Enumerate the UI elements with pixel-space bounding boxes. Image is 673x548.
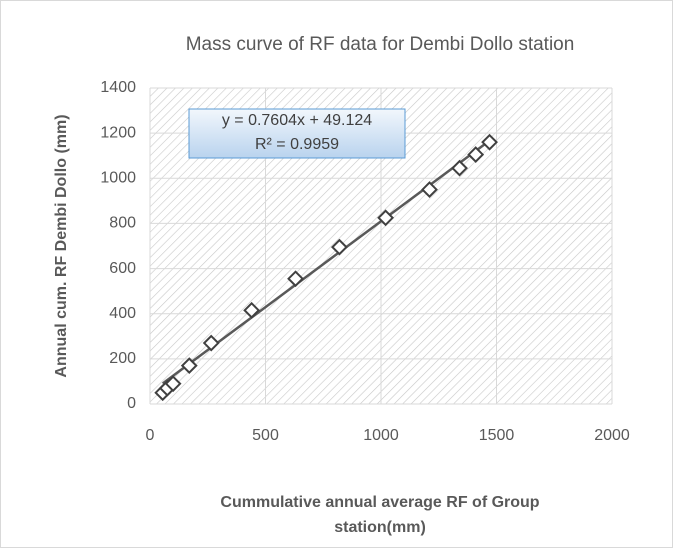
data-point — [467, 146, 485, 164]
y-tick-label: 1400 — [100, 79, 136, 96]
y-tick-label: 800 — [109, 215, 136, 232]
data-point — [287, 270, 304, 288]
data-point — [421, 181, 438, 198]
y-tick-label: 1200 — [100, 124, 136, 141]
x-tick-label: 500 — [252, 427, 279, 444]
y-tick-label: 1000 — [100, 170, 136, 187]
data-point — [243, 301, 261, 319]
data-point — [164, 375, 182, 393]
y-tick-label: 400 — [109, 305, 136, 322]
data-point — [481, 133, 498, 151]
chart-title: Mass curve of RF data for Dembi Dollo st… — [186, 34, 575, 55]
y-tick-label: 0 — [127, 395, 136, 412]
data-point — [180, 357, 198, 375]
trend-r2: R² = 0.9959 — [255, 136, 339, 153]
x-tick-label: 0 — [146, 427, 155, 444]
x-tick-label: 1000 — [363, 427, 399, 444]
data-point — [331, 238, 348, 256]
x-tick-label: 1500 — [479, 427, 515, 444]
data-point — [451, 159, 468, 177]
data-point — [377, 209, 395, 227]
data-point — [202, 334, 220, 352]
y-tick-label: 200 — [109, 350, 136, 367]
x-axis-label: Cummulative annual average RF of Group s… — [220, 494, 540, 536]
x-axis-label-box: Cummulative annual average RF of Group s… — [220, 494, 540, 536]
y-axis-label: Annual cum. RF Dembi Dollo (mm) — [53, 114, 70, 377]
y-tick-label: 600 — [109, 260, 136, 277]
trend-equation: y = 0.7604x + 49.124 — [222, 112, 372, 129]
equation-box — [188, 108, 406, 159]
x-tick-label: 2000 — [594, 427, 630, 444]
